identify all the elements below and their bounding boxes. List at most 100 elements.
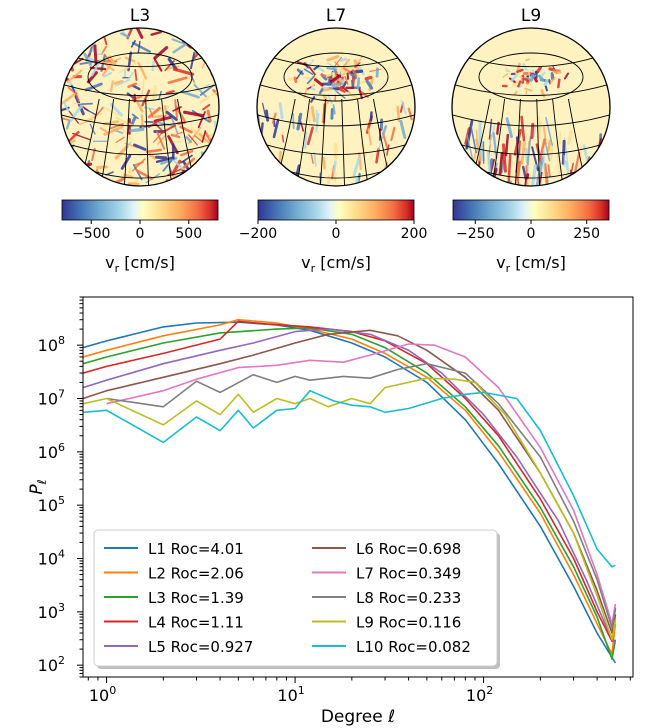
flow-streak [83,52,93,67]
flow-streak [130,116,137,127]
flow-streak [321,86,334,89]
flow-streak [172,67,195,76]
flow-streak [474,178,480,186]
flow-streak [326,75,333,80]
flow-streak [549,183,555,186]
flow-streak [123,173,134,179]
latitude-line [257,114,415,127]
flow-streak [77,174,85,182]
flow-streak [367,128,372,146]
flow-streak [99,59,115,72]
flow-streak [557,78,561,89]
flow-streak [513,90,518,96]
flow-streak [183,110,205,118]
flow-streak [344,75,349,85]
flow-streak [310,96,316,103]
flow-streak [502,73,509,78]
flow-streak [369,68,381,73]
flow-streak [210,144,216,165]
flow-streak [182,71,197,86]
flow-streak [172,159,185,171]
flow-streak [127,182,140,186]
flow-streak [115,116,135,128]
flow-streak [171,38,188,46]
flow-streak [505,70,511,73]
flow-streak [320,73,328,78]
flow-streak [131,84,141,91]
flow-streak [61,60,68,64]
flow-streak [399,119,407,140]
meridian-line [552,98,564,186]
globe-background [452,28,610,186]
series-line-l5 [83,328,617,645]
globe-graticule [257,52,415,186]
latitude-line [273,57,399,68]
flow-streak [172,106,182,112]
flow-streak [369,111,373,122]
flow-streak [522,173,530,186]
flow-streak [202,162,209,184]
flow-streak [556,153,560,176]
flow-streak [516,62,521,72]
flow-streak [80,28,93,37]
flow-streak [452,169,456,186]
y-tick-label: 107 [38,387,65,408]
legend-entry: L9 Roc=0.116 [356,614,461,632]
globe-outline [60,27,220,187]
flow-streak [529,73,535,82]
flow-streak [352,156,361,177]
flow-streak [364,75,373,81]
globe-title: L7 [326,6,346,26]
flow-streak [457,172,461,186]
flow-streak [150,30,162,36]
flow-streak [524,87,533,92]
flow-streak [129,127,145,133]
legend-entry: L4 Roc=1.11 [148,614,244,632]
flow-streak [465,119,474,150]
flow-streak [115,136,125,144]
flow-streak [318,87,324,95]
colorbar-label: vr [cm/s] [496,253,566,275]
globe-map [257,28,415,186]
legend-entry: L5 Roc=0.927 [148,638,253,656]
power-spectrum-chart: 100 101 102 102 103 104 105 106 107 108 Degree ℓ… [27,296,634,727]
flow-streak [313,64,320,71]
flow-streak [322,156,326,170]
flow-streak [401,100,407,115]
flow-streak [262,102,267,118]
flow-streak [165,90,175,95]
flow-streak [153,57,163,72]
colorbar: −200 0 200 vr [cm/s] [239,199,427,275]
colorbar-tick-label: −200 [239,226,277,242]
flow-streak [78,38,92,43]
latitude-line [452,114,610,127]
meridian-line [341,98,345,186]
flow-streak [102,71,113,78]
flow-streak [61,67,68,83]
latitude-line [61,114,219,127]
flow-streak [61,160,70,181]
flow-streak [86,71,98,84]
flow-streak [543,79,549,87]
flow-streak [333,82,345,86]
flow-streak [544,85,548,92]
flow-streak [135,169,154,180]
flow-streak [480,184,485,186]
flow-streak [501,143,507,173]
y-axis-ticks: 102 103 104 105 106 107 108 [38,296,83,678]
flow-streak [522,63,528,72]
colorbar-tick-label: 0 [332,226,341,242]
flow-streak [334,56,342,67]
flow-streak [183,28,191,40]
flow-streak [140,113,144,130]
flow-streak [166,65,180,70]
flow-streak [84,112,103,122]
flow-streak [538,74,544,82]
meridian-line [145,98,149,186]
flow-streak [504,66,511,73]
series-line-l7 [106,343,617,625]
flow-streak [180,149,194,157]
flow-streak [194,42,209,54]
